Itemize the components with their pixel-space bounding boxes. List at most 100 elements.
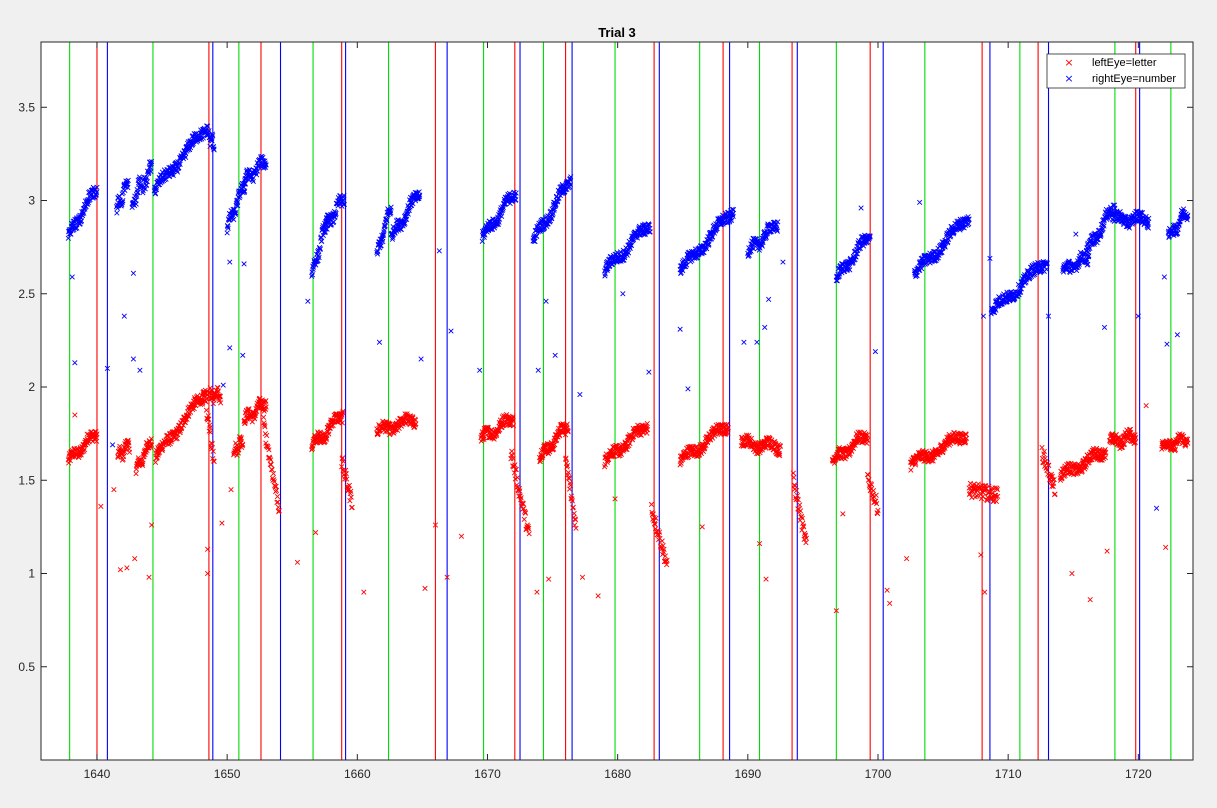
left-eye-point <box>513 466 519 473</box>
left-eye-point <box>525 523 531 530</box>
left-eye-point <box>993 494 999 500</box>
left-eye-point <box>516 493 522 499</box>
left-eye-point <box>346 482 353 488</box>
left-eye-point <box>215 389 221 395</box>
left-eye-point <box>644 420 650 427</box>
x-tick-label: 1690 <box>734 767 761 781</box>
left-eye-point <box>794 493 801 499</box>
left-eye-point <box>1051 476 1057 483</box>
left-eye-point <box>951 430 957 436</box>
left-eye-point <box>94 438 100 444</box>
left-eye-point <box>183 417 189 423</box>
x-tick-label: 1700 <box>865 767 892 781</box>
left-eye-point <box>191 406 197 412</box>
left-eye-point <box>66 460 72 466</box>
left-eye-outlier <box>98 503 104 509</box>
left-eye-point <box>638 432 644 438</box>
left-eye-point <box>572 517 579 523</box>
left-eye-point <box>1132 439 1139 445</box>
left-eye-point <box>942 445 948 451</box>
left-eye-point <box>559 430 565 436</box>
left-eye-point <box>201 389 207 396</box>
x-tick-label: 1710 <box>995 767 1022 781</box>
left-eye-point <box>748 435 755 441</box>
left-eye-point <box>512 462 518 468</box>
left-eye-outlier <box>294 559 301 565</box>
left-eye-point <box>518 495 524 501</box>
y-tick-label: 1.5 <box>18 473 35 487</box>
left-eye-point <box>526 525 532 531</box>
left-eye-point <box>67 458 73 464</box>
left-eye-outlier <box>534 589 540 595</box>
left-eye-point <box>326 431 332 437</box>
left-eye-point <box>522 510 529 516</box>
left-eye-outlier <box>546 576 552 582</box>
left-eye-point <box>552 441 558 448</box>
left-eye-point <box>567 482 574 488</box>
left-eye-point <box>211 458 217 465</box>
left-eye-point <box>1172 448 1178 454</box>
left-eye-point <box>777 443 783 449</box>
left-eye-point <box>521 505 527 512</box>
left-eye-point <box>864 437 871 443</box>
left-eye-point <box>702 445 708 451</box>
left-eye-point <box>874 501 880 507</box>
left-eye-point <box>215 388 221 394</box>
left-eye-point <box>268 457 274 463</box>
y-tick-label: 3.5 <box>18 100 35 114</box>
left-eye-point <box>263 404 269 410</box>
left-eye-point <box>569 496 575 502</box>
left-eye-point <box>567 486 573 492</box>
left-eye-point <box>659 538 665 544</box>
left-eye-point <box>974 493 980 499</box>
left-eye-point <box>202 394 209 400</box>
left-eye-point <box>268 462 274 468</box>
left-eye-point <box>323 436 329 443</box>
left-eye-point <box>1046 462 1052 469</box>
legend-label-right-eye: rightEye=number <box>1092 73 1176 85</box>
left-eye-point <box>1049 483 1055 489</box>
left-eye-point <box>803 539 809 546</box>
left-eye-outlier <box>313 529 319 536</box>
left-eye-point <box>218 400 224 406</box>
left-eye-outlier <box>1143 403 1149 409</box>
left-eye-point <box>648 501 655 508</box>
left-eye-point <box>133 471 139 477</box>
left-eye-point <box>203 399 209 405</box>
left-eye-point <box>117 443 123 449</box>
left-eye-point <box>126 449 133 455</box>
left-eye-point <box>1079 467 1085 473</box>
left-eye-point <box>725 430 731 437</box>
left-eye-point <box>653 515 659 521</box>
left-eye-point <box>912 462 919 468</box>
left-eye-outlier <box>458 533 465 539</box>
left-eye-point <box>276 507 282 514</box>
left-eye-point <box>339 455 346 461</box>
left-eye-outlier <box>444 574 450 580</box>
left-eye-outlier <box>204 546 211 552</box>
left-eye-point <box>148 436 154 442</box>
left-eye-point <box>160 446 166 452</box>
left-eye-point <box>569 498 575 504</box>
left-eye-point <box>661 546 667 552</box>
left-eye-point <box>193 402 199 409</box>
left-eye-point <box>565 428 571 434</box>
left-eye-point <box>644 427 651 433</box>
left-eye-point <box>347 498 353 504</box>
left-eye-point <box>797 502 803 508</box>
left-eye-point <box>662 553 668 559</box>
left-eye-point <box>551 446 557 452</box>
left-eye-outlier <box>1087 596 1093 603</box>
left-eye-point <box>525 525 531 531</box>
left-eye-point <box>340 410 346 416</box>
left-eye-point <box>508 421 514 428</box>
left-eye-point <box>94 431 100 437</box>
left-eye-outlier <box>756 541 763 547</box>
left-eye-point <box>511 470 518 476</box>
left-eye-point <box>630 434 637 440</box>
left-eye-point <box>803 535 810 541</box>
left-eye-point <box>340 458 347 465</box>
left-eye-point <box>986 483 992 489</box>
left-eye-point <box>745 440 751 446</box>
left-eye-point <box>249 419 255 425</box>
